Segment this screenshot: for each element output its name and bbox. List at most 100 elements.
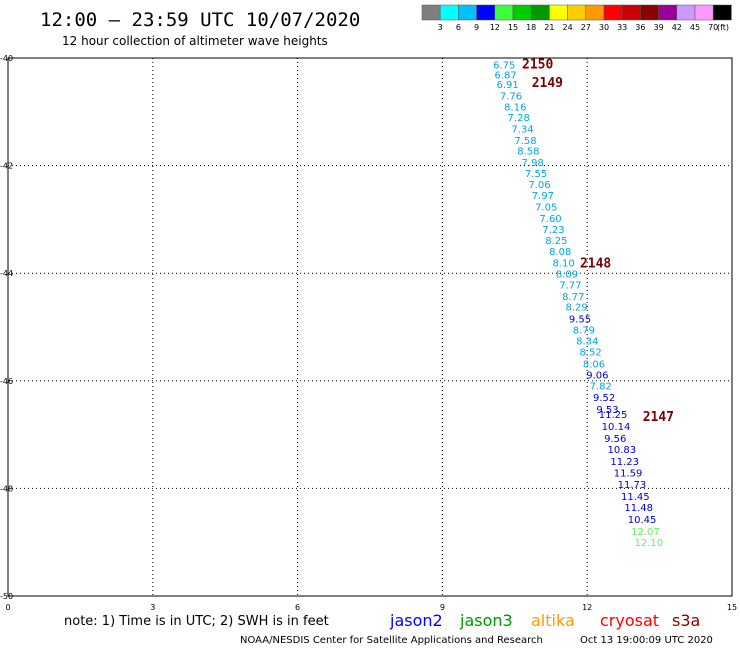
data-point-label: 11.59 <box>614 468 643 479</box>
plot-border <box>7 57 733 597</box>
pass-labels: 2150 2149 2148 2147 <box>522 57 674 424</box>
colorbar-swatch <box>512 4 532 21</box>
data-point-label: 9.52 <box>593 393 615 404</box>
data-point-label: 9.06 <box>586 370 608 381</box>
y-axis-ticks: -40 -42 -44 -46 -48 -50 <box>0 54 13 601</box>
data-point-label: 8.52 <box>579 348 601 359</box>
timestamp-text: Oct 13 19:00:09 UTC 2020 <box>580 635 713 646</box>
data-point-label: 7.77 <box>559 280 581 291</box>
data-point-label: 7.97 <box>532 191 554 202</box>
colorbar-swatch <box>603 4 623 21</box>
x-tick-label: 6 <box>295 603 300 612</box>
y-tick-label: -40 <box>0 54 13 63</box>
data-point-label: 12.10 <box>635 538 664 549</box>
data-point-label: 7.82 <box>590 382 612 393</box>
colorbar-tick-label: 27 <box>581 23 591 32</box>
data-points: 6.756.876.917.768.167.287.347.588.587.98… <box>493 60 663 549</box>
data-point-label: 8.79 <box>573 326 595 337</box>
data-point-label: 11.45 <box>621 492 650 503</box>
data-point-label: 7.06 <box>528 180 550 191</box>
data-point-label: 7.58 <box>514 136 536 147</box>
colorbar-swatch <box>458 4 477 21</box>
data-point-label: 8.10 <box>552 258 574 269</box>
data-point-label: 11.73 <box>618 480 647 491</box>
grid-lines <box>8 58 732 596</box>
x-tick-label: 12 <box>582 603 592 612</box>
legend-item-s3a: s3a <box>672 611 700 630</box>
colorbar-tick-label: 6 <box>456 23 461 32</box>
data-point-label: 8.25 <box>545 236 567 247</box>
data-point-label: 7.34 <box>511 124 533 135</box>
data-point-label: 8.06 <box>583 360 605 371</box>
data-point-label: 11.25 <box>599 410 628 421</box>
colorbar-swatch <box>439 4 459 21</box>
data-point-label: 10.83 <box>607 445 636 456</box>
x-tick-label: 9 <box>440 603 445 612</box>
x-tick-label: 15 <box>727 603 737 612</box>
colorbar-swatch <box>694 4 714 21</box>
data-point-label: 11.23 <box>610 457 639 468</box>
data-point-label: 8.16 <box>504 102 526 113</box>
colorbar-swatch <box>585 4 605 21</box>
colorbar-tick-label: 24 <box>563 23 573 32</box>
colorbar-tick-label: 18 <box>526 23 536 32</box>
data-point-label: 9.53 <box>596 405 618 416</box>
data-point-label: 10.14 <box>602 422 631 433</box>
colorbar-tick-label: 39 <box>654 23 664 32</box>
data-point-label: 8.77 <box>562 292 584 303</box>
colorbar-swatch <box>640 4 659 21</box>
colorbar-swatch <box>658 4 678 21</box>
colorbar-tick-label: 36 <box>635 23 645 32</box>
data-point-label: 7.60 <box>539 214 561 225</box>
colorbar-unit: (ft) <box>717 23 729 32</box>
x-axis-ticks: 0 3 6 9 12 15 <box>5 603 737 612</box>
data-point-label: 7.05 <box>535 202 557 213</box>
credit-text: NOAA/NESDIS Center for Satellite Applica… <box>240 635 543 646</box>
data-point-label: 9.55 <box>569 314 591 325</box>
y-tick-label: -46 <box>0 377 13 386</box>
colorbar-tick-label: 15 <box>508 23 518 32</box>
colorbar-swatch <box>712 4 732 21</box>
plot-area <box>7 57 733 597</box>
pass-number-label: 2148 <box>580 256 611 271</box>
data-point-label: 7.23 <box>542 225 564 236</box>
colorbar-tick-label: 70 <box>708 23 718 32</box>
colorbar-tick-label: 42 <box>672 23 682 32</box>
colorbar-swatch <box>494 4 514 21</box>
data-point-label: 6.91 <box>496 80 518 91</box>
data-point-label: 11.48 <box>624 503 653 514</box>
colorbar-tick-label: 3 <box>438 23 443 32</box>
data-point-label: 7.28 <box>508 113 530 124</box>
y-tick-label: -42 <box>0 162 13 171</box>
data-point-label: 8.08 <box>549 247 571 258</box>
data-point-label: 7.98 <box>522 158 544 169</box>
data-point-label: 6.75 <box>493 60 515 71</box>
colorbar-swatch <box>421 4 441 21</box>
y-tick-label: -44 <box>0 269 13 278</box>
chart-subtitle: 12 hour collection of altimeter wave hei… <box>62 34 328 48</box>
colorbar-tick-label: 33 <box>617 23 627 32</box>
chart-title: 12:00 – 23:59 UTC 10/07/2020 <box>40 9 360 31</box>
data-point-label: 10.45 <box>628 515 657 526</box>
pass-number-label: 2150 <box>522 57 553 72</box>
colorbar-swatch <box>549 4 568 21</box>
data-point-label: 7.76 <box>500 92 522 103</box>
satellite-legend: jason2 jason3 altika cryosat s3a <box>389 611 700 630</box>
pass-number-label: 2147 <box>643 410 674 425</box>
colorbar-swatch <box>676 4 696 21</box>
colorbar-swatch <box>567 4 587 21</box>
data-point-label: 7.55 <box>525 169 547 180</box>
colorbar-tick-label: 45 <box>690 23 700 32</box>
y-tick-label: -50 <box>0 592 13 601</box>
data-point-label: 12.07 <box>631 527 660 538</box>
x-tick-label: 3 <box>150 603 155 612</box>
note-text: note: 1) Time is in UTC; 2) SWH is in fe… <box>64 614 329 629</box>
data-point-label: 8.09 <box>556 270 578 281</box>
y-tick-label: -48 <box>0 484 13 493</box>
legend-item-jason2: jason2 <box>389 611 443 630</box>
colorbar-tick-label: 21 <box>544 23 554 32</box>
legend-item-cryosat: cryosat <box>600 611 659 630</box>
data-point-label: 6.87 <box>495 71 517 82</box>
legend-item-jason3: jason3 <box>459 611 513 630</box>
